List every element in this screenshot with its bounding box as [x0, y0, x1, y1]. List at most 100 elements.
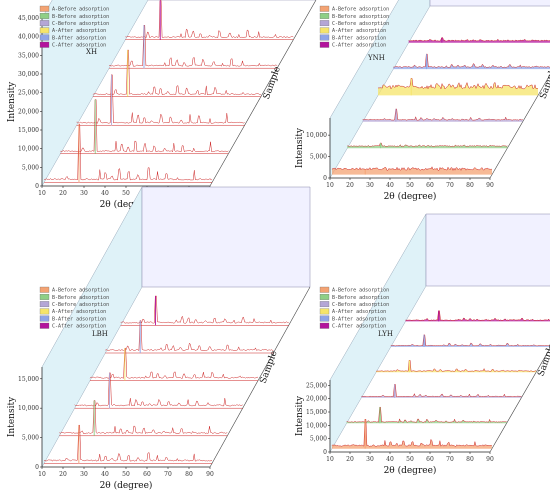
x-tick-label: 60: [426, 182, 434, 189]
panel-title: LYH: [378, 330, 393, 338]
x-tick-label: 90: [486, 182, 494, 189]
x-tick-label: 50: [122, 471, 130, 478]
legend-label-2: B-Before adsorption: [332, 14, 389, 20]
x-tick-label: 20: [346, 456, 354, 463]
x-tick-label: 10: [326, 182, 334, 189]
series-trace-1: [331, 419, 492, 447]
legend-swatch-1: [39, 5, 50, 12]
series-fill-4: [378, 78, 538, 96]
x-tick-label: 40: [386, 182, 394, 189]
series-trace-6: [120, 295, 289, 324]
series-trace-5: [105, 320, 274, 352]
y-tick-label: 5,000: [22, 164, 39, 171]
legend-swatch-5: [319, 315, 330, 322]
legend-label-5: B-After adsorption: [52, 316, 106, 322]
series-fill-2: [346, 407, 507, 424]
series-trace-2: [346, 406, 507, 423]
xrd-panel-lyh: 0 5,000 10,000 15,000 20,000 25,000 10 20 30 40 50…: [295, 213, 550, 476]
x-axis-label: 2θ (degree): [100, 480, 153, 491]
xrd-panel-ynh: 0 5,000 10,000 10 20 30 40 50 60 70 80 90 2θ (degree…: [295, 0, 550, 202]
legend-label-1: A-Before adsorption: [332, 7, 389, 13]
y-axis-label: Intensity: [295, 127, 305, 168]
y-tick-label: 10,000: [306, 422, 327, 429]
series-trace-4: [376, 360, 537, 372]
x-tick-label: 80: [466, 456, 474, 463]
x-tick-label: 30: [80, 471, 88, 478]
legend-label-2: B-Before adsorption: [52, 14, 109, 20]
series-trace-6: [405, 310, 550, 321]
y-tick-label: 15,000: [18, 376, 39, 383]
y-tick-label: 0: [35, 464, 39, 471]
series-trace-1: [44, 124, 213, 181]
legend-label-2: B-Before adsorption: [52, 295, 109, 301]
series-trace-6: [125, 0, 294, 39]
legend-swatch-3: [39, 20, 50, 27]
x-axis-label: 2θ (degree): [384, 465, 437, 476]
legend-swatch-1: [39, 286, 50, 293]
series-trace-2: [347, 142, 508, 147]
x-axis-label: 2θ (degree): [100, 199, 153, 210]
y-tick-label: 0: [323, 449, 327, 456]
xrd-panel-lbh: 0 5,000 10,000 15,000 10 20 30 40 50 60 70 80 90 2θ (…: [7, 186, 311, 491]
xrd-panel-xh: 0 5,000 10,000 15,000 20,000 25,000 30,000 35,0…: [7, 0, 317, 210]
series-trace-2: [60, 99, 229, 153]
x-tick-label: 30: [80, 190, 88, 197]
legend-label-3: C-Before adsorption: [332, 302, 389, 308]
legend-label-5: B-After adsorption: [332, 35, 386, 41]
x-tick-label: 90: [206, 471, 214, 478]
x-axis-label: 2θ (degree): [384, 191, 437, 202]
y-tick-label: 25,000: [18, 90, 39, 97]
depth-axis: [209, 0, 317, 187]
legend-swatch-1: [319, 5, 330, 12]
x-tick-label: 70: [446, 182, 454, 189]
x-tick-label: 20: [346, 182, 354, 189]
y-tick-label: 15,000: [306, 409, 327, 416]
x-tick-label: 40: [386, 456, 394, 463]
series-trace-6: [408, 37, 550, 42]
y-tick-label: 25,000: [306, 382, 327, 389]
y-tick-label: 10,000: [306, 132, 327, 139]
y-tick-label: 45,000: [18, 15, 39, 22]
legend-swatch-1: [319, 286, 330, 293]
panel-title: LBH: [92, 330, 108, 338]
series-trace-1: [331, 166, 493, 172]
y-axis-label: Intensity: [295, 395, 305, 436]
legend-swatch-6: [39, 322, 50, 329]
legend-swatch-4: [39, 27, 50, 34]
x-tick-label: 70: [446, 456, 454, 463]
x-tick-label: 20: [59, 190, 67, 197]
x-tick-label: 80: [466, 182, 474, 189]
legend-label-4: A-After adsorption: [52, 28, 106, 34]
series-trace-4: [89, 347, 259, 379]
series-trace-2: [59, 400, 228, 434]
legend-label-6: C-After adsorption: [52, 43, 106, 49]
series-trace-3: [74, 372, 243, 407]
depth-axis-label: Sample: [539, 65, 550, 100]
y-tick-label: 20,000: [306, 396, 327, 403]
y-axis-label: Intensity: [7, 81, 17, 122]
series-fill-3: [361, 384, 522, 398]
legend-label-2: B-Before adsorption: [332, 295, 389, 301]
legend-label-3: C-Before adsorption: [332, 21, 389, 27]
legend-swatch-6: [39, 41, 50, 48]
legend-swatch-2: [319, 294, 330, 300]
y-tick-label: 15,000: [18, 127, 39, 134]
series-trace-5: [109, 25, 278, 67]
x-tick-label: 80: [185, 471, 193, 478]
y-tick-label: 0: [323, 175, 327, 182]
y-axis-label: Intensity: [7, 396, 17, 437]
legend-swatch-5: [319, 34, 330, 41]
series-fill-1: [331, 419, 492, 449]
legend-swatch-4: [319, 27, 330, 34]
legend-label-6: C-After adsorption: [332, 324, 386, 330]
series-trace-1: [43, 424, 212, 462]
legend-swatch-4: [319, 308, 330, 315]
series-trace-4: [377, 78, 539, 90]
x-tick-label: 60: [143, 471, 151, 478]
x-tick-label: 50: [406, 456, 414, 463]
series-fill-2: [347, 143, 508, 149]
x-tick-label: 60: [426, 456, 434, 463]
